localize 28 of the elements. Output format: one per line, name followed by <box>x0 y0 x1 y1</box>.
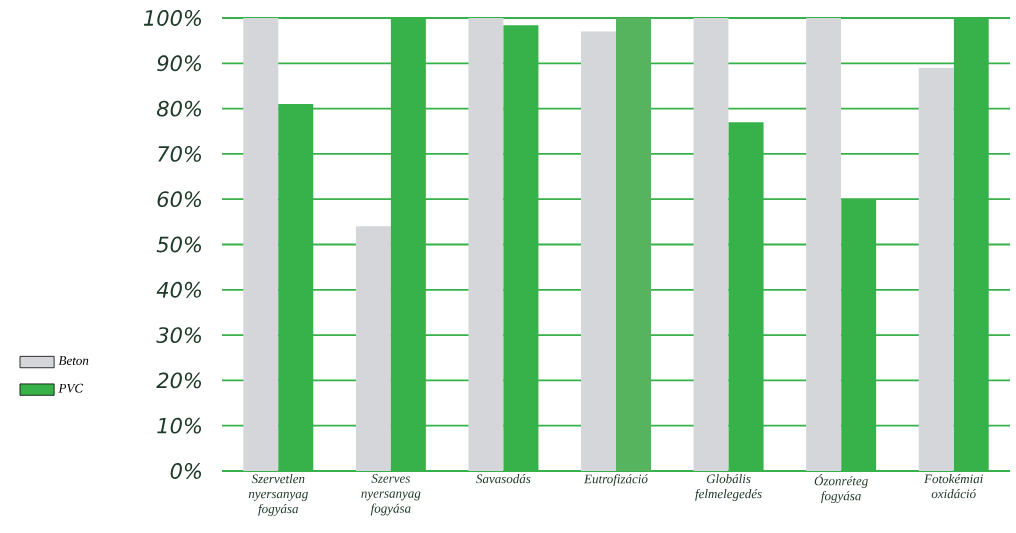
y-tick-label: 90% <box>157 55 202 72</box>
x-tick-label: Eutrofizáció <box>583 474 648 486</box>
y-tick-label: 30% <box>156 327 202 344</box>
y-tick-label: 10% <box>157 417 202 434</box>
bar <box>693 17 729 471</box>
legend-label: Beton <box>58 356 89 365</box>
x-tick-label: Fotokémiai oxidáció <box>924 474 983 499</box>
y-tick-label: 50% <box>156 236 202 253</box>
legend-label: PVC <box>58 383 84 393</box>
y-tick-label: 70% <box>158 145 202 162</box>
y-tick-label: 40% <box>156 281 202 298</box>
bar <box>468 17 504 471</box>
y-tick-label: 0% <box>170 463 202 479</box>
bar <box>243 17 279 471</box>
bar <box>918 67 954 471</box>
y-tick-label: 100% <box>143 10 202 26</box>
bar <box>806 17 842 471</box>
x-tick-label: Szervetlen nyersanyag fogyása <box>248 474 308 516</box>
bar <box>355 226 391 471</box>
y-tick-label: 80% <box>156 100 202 117</box>
bar <box>581 31 616 471</box>
bar <box>616 17 651 471</box>
x-tick-label: Szerves nyersanyag fogyása <box>361 474 421 516</box>
y-tick-label: 20% <box>156 372 202 389</box>
y-tick-label: 60% <box>157 191 202 208</box>
x-tick-label: Savasodás <box>476 474 531 484</box>
x-tick-label: Ózonréteg fogyása <box>814 474 868 503</box>
x-tick-label: Globális felmelegedés <box>695 474 762 501</box>
